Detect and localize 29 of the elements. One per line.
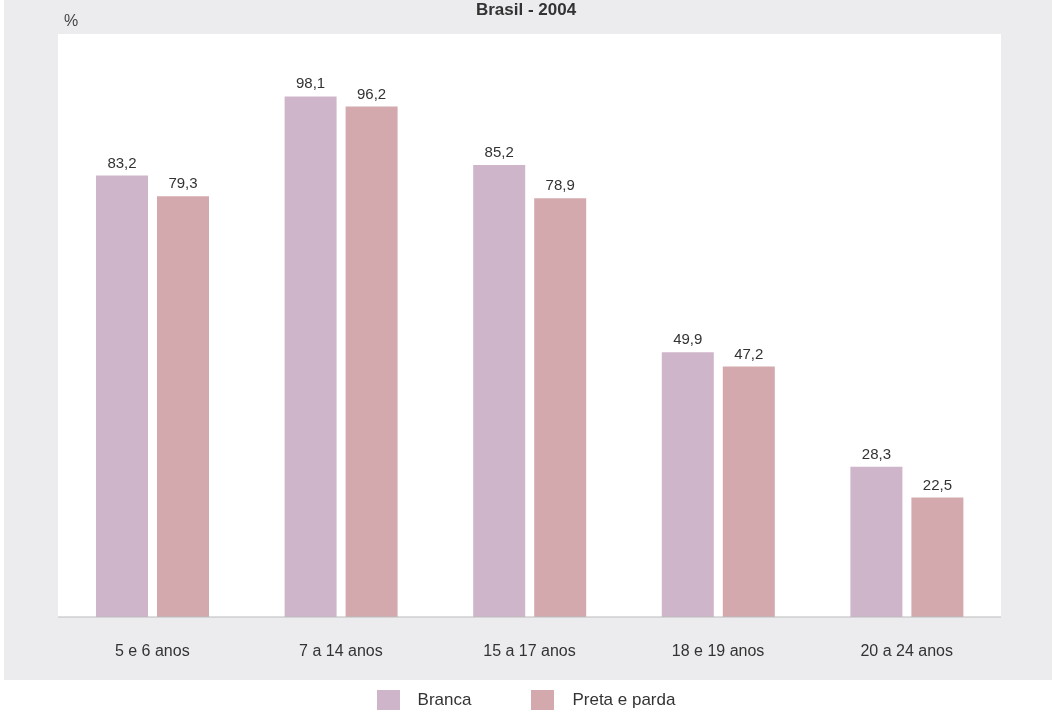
bar bbox=[157, 196, 209, 617]
data-label: 85,2 bbox=[484, 142, 514, 160]
legend-label: Preta e parda bbox=[572, 690, 676, 710]
data-label: 28,3 bbox=[861, 444, 891, 462]
data-label: 49,9 bbox=[673, 330, 703, 348]
x-tick-label: 7 a 14 anos bbox=[299, 642, 383, 660]
data-label: 78,9 bbox=[545, 176, 575, 194]
data-label: 96,2 bbox=[357, 84, 387, 102]
x-tick-label: 15 a 17 anos bbox=[483, 642, 576, 660]
legend-label: Branca bbox=[417, 690, 472, 710]
bar bbox=[661, 352, 714, 617]
data-label: 47,2 bbox=[734, 344, 764, 362]
chart-title: Brasil - 2004 bbox=[475, 0, 577, 19]
data-label: 79,3 bbox=[168, 174, 198, 192]
bar bbox=[911, 497, 964, 617]
bar bbox=[722, 366, 775, 617]
data-label: 22,5 bbox=[922, 475, 952, 493]
data-label: 98,1 bbox=[296, 74, 326, 92]
bar bbox=[534, 198, 587, 617]
bar bbox=[473, 164, 526, 617]
bar bbox=[850, 466, 903, 617]
y-axis-title: % bbox=[64, 12, 79, 30]
bar bbox=[345, 106, 398, 617]
data-label: 83,2 bbox=[107, 153, 137, 171]
x-tick-label: 20 a 24 anos bbox=[860, 642, 953, 660]
x-tick-label: 5 e 6 anos bbox=[114, 642, 190, 660]
bar bbox=[96, 175, 148, 617]
x-tick-label: 18 e 19 anos bbox=[671, 642, 765, 660]
bar bbox=[284, 96, 337, 617]
